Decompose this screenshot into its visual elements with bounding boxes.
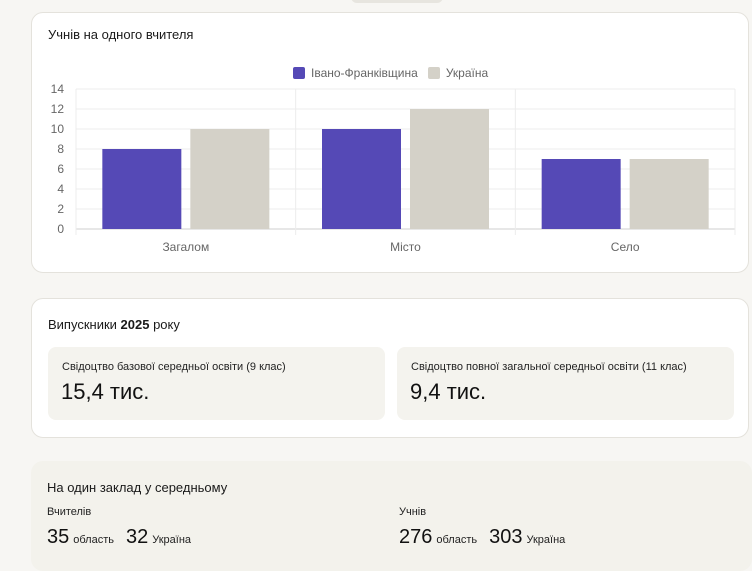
y-tick-label: 6 — [57, 162, 64, 176]
legend-label-ukraine: Україна — [445, 66, 489, 80]
teachers-region-label: область — [73, 534, 114, 546]
basic-certificate-value: 15,4 тис. — [61, 379, 150, 404]
bar-ukraine — [629, 159, 709, 229]
bar-chart: 0 2 4 6 8 10 12 14 Загалом Місто Село — [51, 82, 736, 254]
x-tick-label: Село — [611, 240, 640, 254]
y-tick-label: 4 — [57, 182, 64, 196]
graduates-title: Випускники 2025 року — [48, 317, 180, 332]
y-tick-label: 2 — [57, 202, 64, 216]
students-region-label: область — [436, 534, 478, 546]
chart-legend: Івано-Франківщина Україна — [293, 66, 498, 80]
graduates-title-suffix: року — [153, 317, 180, 332]
full-certificate-value: 9,4 тис. — [410, 379, 487, 404]
x-tick-label: Місто — [390, 240, 421, 254]
basic-certificate-box: Свідоцтво базової середньої освіти (9 кл… — [48, 347, 385, 420]
teachers-stat: Вчителів 35 область 32 Україна — [47, 506, 203, 549]
students-label: Учнів — [399, 506, 427, 518]
bar-ukraine — [410, 109, 489, 229]
y-tick-label: 8 — [57, 142, 64, 156]
legend-swatch-region — [293, 67, 305, 79]
full-certificate-label: Свідоцтво повної загальної середньої осв… — [411, 361, 687, 373]
legend-swatch-ukraine — [427, 67, 440, 79]
bar-ukraine — [190, 129, 270, 229]
teachers-country-value: 32 — [125, 526, 149, 548]
chart-title: Учнів на одного вчителя — [48, 27, 194, 42]
graduates-card: Випускники 2025 року Свідоцтво базової с… — [31, 298, 749, 438]
teachers-label: Вчителів — [47, 506, 92, 518]
y-tick-label: 12 — [51, 102, 65, 116]
students-per-teacher-card: Учнів на одного вчителя Івано-Франківщин… — [31, 12, 749, 273]
teachers-country-label: Україна — [152, 534, 192, 546]
students-region-value: 276 — [399, 526, 433, 548]
basic-certificate-label: Свідоцтво базової середньої освіти (9 кл… — [62, 361, 286, 373]
graduates-title-year: 2025 — [120, 317, 150, 332]
students-country-value: 303 — [489, 526, 523, 548]
students-stat: Учнів 276 область 303 Україна — [399, 506, 577, 549]
bar-region — [102, 149, 182, 229]
graduates-title-prefix: Випускники — [48, 317, 117, 332]
full-certificate-box: Свідоцтво повної загальної середньої осв… — [397, 347, 734, 420]
legend-item-region[interactable]: Івано-Франківщина — [293, 66, 418, 80]
y-tick-label: 10 — [51, 122, 65, 136]
bar-region — [322, 129, 401, 229]
legend-label-region: Івано-Франківщина — [311, 66, 418, 80]
per-school-title: На один заклад у середньому — [47, 480, 228, 495]
top-tab[interactable] — [351, 0, 443, 3]
teachers-region-value: 35 — [47, 526, 70, 548]
per-school-card: На один заклад у середньому Вчителів 35 … — [31, 461, 752, 571]
legend-item-ukraine[interactable]: Україна — [427, 66, 489, 80]
y-tick-label: 14 — [51, 82, 65, 96]
students-country-label: Україна — [526, 534, 566, 546]
y-tick-label: 0 — [57, 222, 64, 236]
bar-region — [541, 159, 621, 229]
x-tick-label: Загалом — [162, 240, 209, 254]
